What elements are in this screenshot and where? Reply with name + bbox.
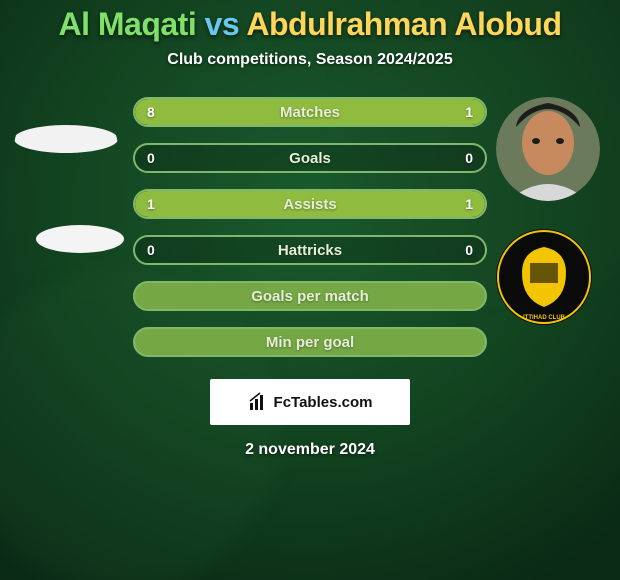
stat-value-left: 0 bbox=[147, 242, 155, 258]
stat-label: Goals bbox=[289, 150, 331, 167]
stat-value-right: 0 bbox=[465, 242, 473, 258]
chart-icon bbox=[248, 392, 268, 412]
attribution-box: FcTables.com bbox=[210, 379, 410, 425]
title-left: Al Maqati bbox=[58, 6, 196, 42]
svg-text:ITTIHAD CLUB: ITTIHAD CLUB bbox=[523, 315, 566, 321]
stat-label: Min per goal bbox=[266, 334, 354, 351]
stat-row: 1 1 Assists bbox=[133, 189, 487, 219]
stats-bars: 8 1 Matches 0 0 Goals 1 1 Assists 0 0 Hattricks Goal… bbox=[133, 97, 487, 357]
stat-row: 0 0 Hattricks bbox=[133, 235, 487, 265]
attribution-text: FcTables.com bbox=[274, 394, 373, 411]
player-right-club-badge: ITTIHAD CLUB bbox=[496, 229, 592, 325]
player-left bbox=[8, 97, 124, 253]
player-right: ITTIHAD CLUB bbox=[496, 97, 600, 325]
stat-value-right: 0 bbox=[465, 150, 473, 166]
page-title: Al Maqati vs Abdulrahman Alobud bbox=[58, 6, 561, 43]
stat-value-left: 0 bbox=[147, 150, 155, 166]
date-label: 2 november 2024 bbox=[245, 441, 375, 459]
stat-label: Hattricks bbox=[278, 242, 342, 259]
subtitle: Club competitions, Season 2024/2025 bbox=[167, 51, 452, 69]
stat-label: Assists bbox=[283, 196, 336, 213]
stat-row: Min per goal bbox=[133, 327, 487, 357]
stat-row: 8 1 Matches bbox=[133, 97, 487, 127]
stat-value-right: 1 bbox=[465, 196, 473, 212]
stat-row: Goals per match bbox=[133, 281, 487, 311]
comparison-area: 8 1 Matches 0 0 Goals 1 1 Assists 0 0 Hattricks Goal… bbox=[0, 97, 620, 357]
stat-value-left: 1 bbox=[147, 196, 155, 212]
title-right: Abdulrahman Alobud bbox=[246, 6, 561, 42]
stat-label: Matches bbox=[280, 104, 340, 121]
stat-row: 0 0 Goals bbox=[133, 143, 487, 173]
player-right-avatar bbox=[496, 97, 600, 201]
stat-label: Goals per match bbox=[251, 288, 369, 305]
title-vs: vs bbox=[196, 6, 246, 42]
stat-value-right: 1 bbox=[465, 104, 473, 120]
stat-value-left: 8 bbox=[147, 104, 155, 120]
player-left-club-badge bbox=[36, 225, 124, 253]
player-left-avatar bbox=[14, 97, 118, 201]
